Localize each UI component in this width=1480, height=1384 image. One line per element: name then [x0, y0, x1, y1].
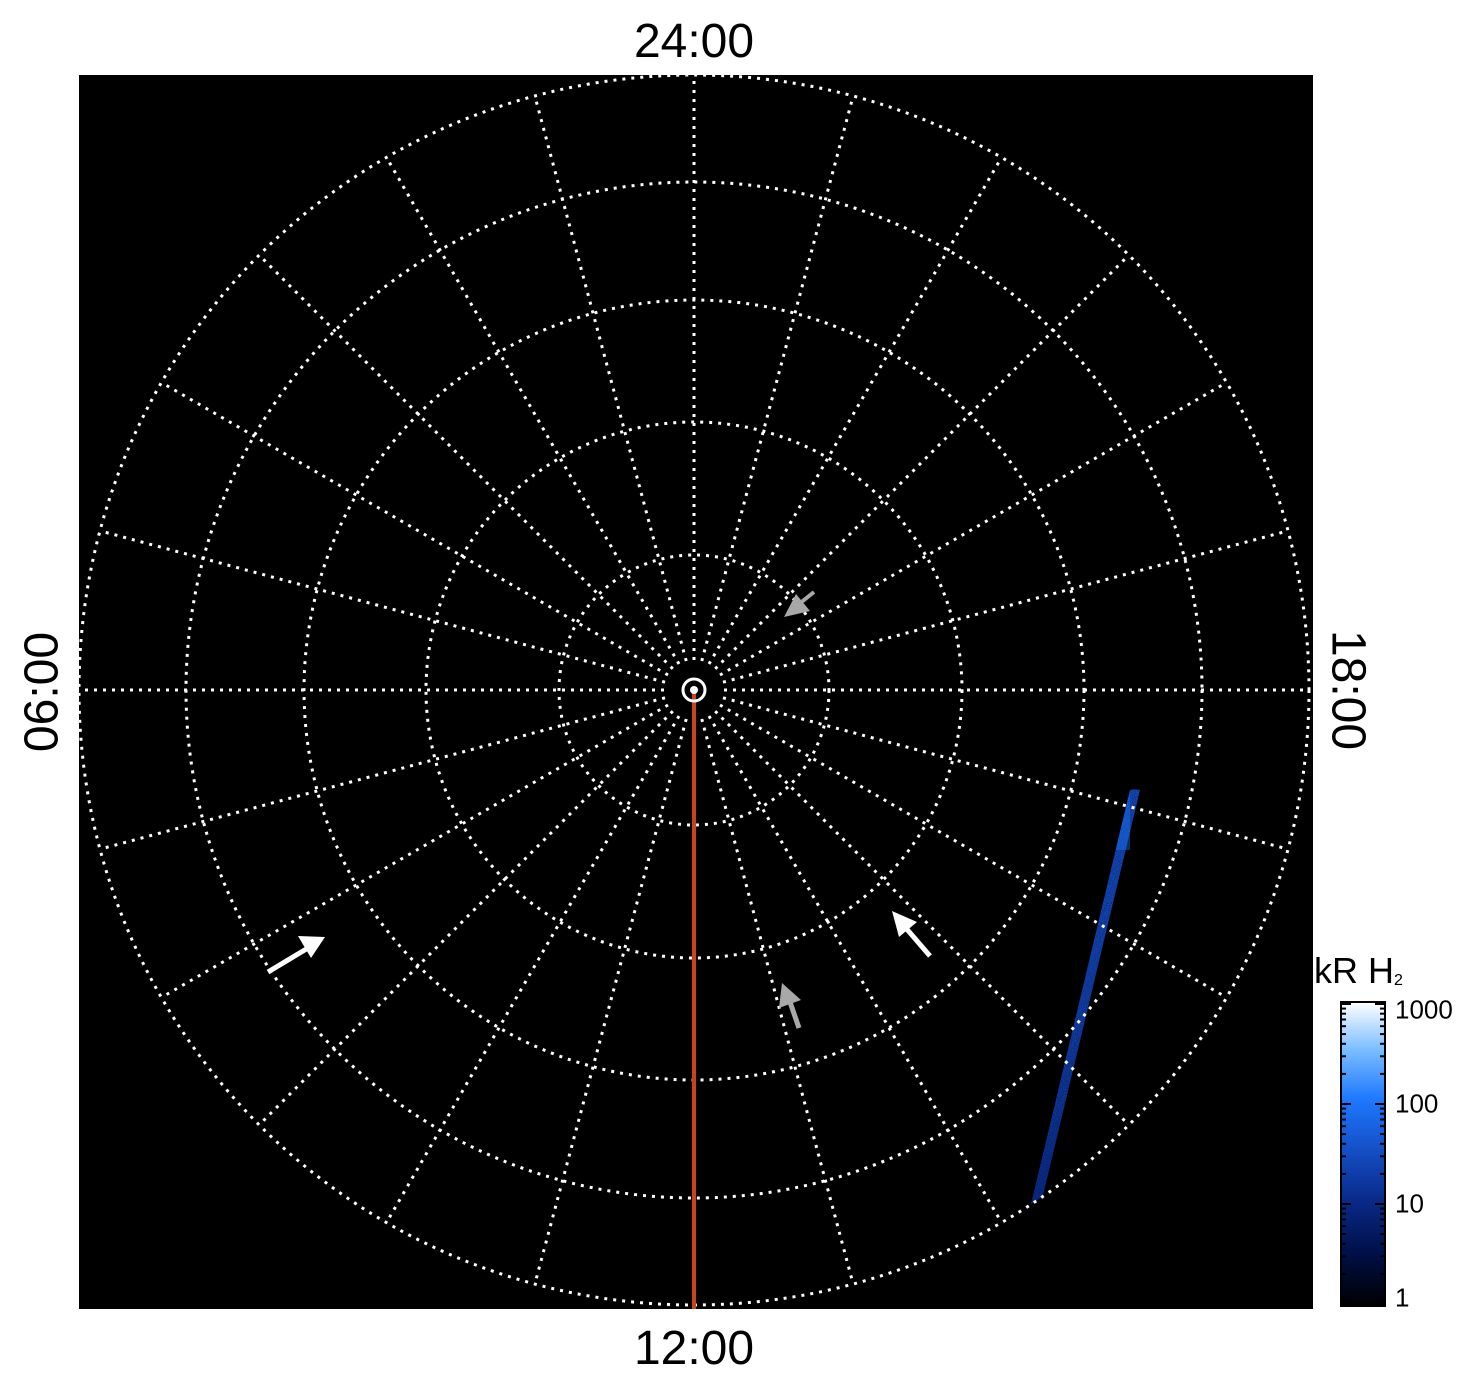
- colorbar-title: kR H2: [1314, 950, 1403, 992]
- colorbar-tick-label: 10: [1395, 1188, 1424, 1219]
- colorbar-title-main: kR H: [1314, 950, 1394, 991]
- meridian-line: [258, 254, 674, 670]
- meridian-line: [719, 703, 1228, 999]
- meridian-line: [707, 715, 1003, 1224]
- meridian-line: [385, 715, 681, 1224]
- meridian-line: [714, 254, 1130, 670]
- meridian-line: [722, 696, 1289, 851]
- local-time-label-bottom: 12:00: [633, 1322, 755, 1375]
- local-time-label-left: 06:00: [15, 631, 69, 753]
- colorbar: [1340, 1001, 1386, 1307]
- polar-cap-arrow: [784, 590, 816, 617]
- colorbar-tick-label: 1: [1395, 1282, 1410, 1313]
- meridian-line: [99, 529, 666, 684]
- pole-marker: [681, 677, 707, 703]
- meridian-line: [160, 381, 669, 677]
- meridian-line: [385, 156, 681, 665]
- latitude-circle: [557, 553, 831, 827]
- noon-spot-arrow: [779, 983, 802, 1029]
- meridian-line: [258, 710, 674, 1126]
- colorbar-tick-label: 100: [1395, 1088, 1439, 1119]
- latitude-circle: [424, 420, 964, 960]
- meridian-line: [714, 710, 1130, 1126]
- meridian-line: [533, 95, 688, 662]
- meridian-line: [722, 529, 1289, 684]
- meridian-line: [160, 703, 669, 999]
- colorbar-tick-label: 1000: [1395, 994, 1453, 1025]
- colorbar-tick-marks: [1341, 1003, 1385, 1305]
- local-time-label-right: 18:00: [1321, 629, 1375, 751]
- dawn-spot-arrow: [266, 936, 325, 975]
- local-time-label-top: 24:00: [633, 15, 755, 68]
- colorbar-title-sub: 2: [1394, 972, 1403, 989]
- meridian-line: [707, 156, 1003, 665]
- meridian-line: [700, 95, 855, 662]
- dusk-spot-arrow: [892, 911, 932, 958]
- meridian-line: [700, 718, 855, 1285]
- meridian-line: [719, 381, 1228, 677]
- meridian-line: [533, 718, 688, 1285]
- meridian-line: [99, 696, 666, 851]
